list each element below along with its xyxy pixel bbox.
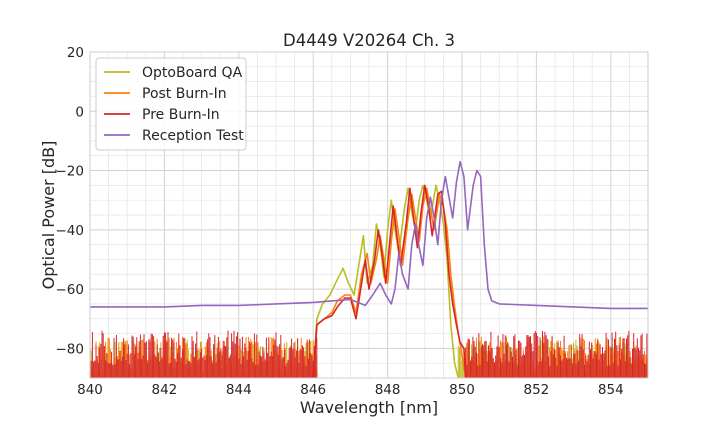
series-line <box>312 184 460 378</box>
legend-label: Pre Burn-In <box>142 107 220 123</box>
x-tick-label: 846 <box>300 382 326 398</box>
x-tick-label: 840 <box>77 382 103 398</box>
plot-area <box>89 51 649 379</box>
x-tick-label: 852 <box>524 382 550 398</box>
x-tick-label: 854 <box>598 382 624 398</box>
chart-title: D4449 V20264 Ch. 3 <box>283 31 455 50</box>
legend-label: Reception Test <box>142 128 244 144</box>
legend-label: OptoBoard QA <box>142 65 243 81</box>
series-reception-test <box>90 160 648 310</box>
x-tick-labels: 840 842 844 846 848 850 852 854 <box>77 382 624 398</box>
y-tick-label: 20 <box>67 45 84 61</box>
y-tick-label: −40 <box>56 223 85 239</box>
x-tick-label: 844 <box>226 382 252 398</box>
legend-box <box>95 57 247 151</box>
x-axis-label: Wavelength [nm] <box>300 398 438 417</box>
y-tick-label: −20 <box>56 164 85 180</box>
x-tick-label: 848 <box>375 382 401 398</box>
y-tick-label: −60 <box>56 282 85 298</box>
legend: OptoBoard QA Post Burn-In Pre Burn-In Recep… <box>95 57 247 151</box>
legend-label: Post Burn-In <box>142 86 227 102</box>
series-line <box>90 160 648 310</box>
series-line <box>312 184 467 378</box>
noise-floor <box>90 330 648 378</box>
y-tick-label: 0 <box>75 104 84 120</box>
y-tick-label: −80 <box>56 341 85 357</box>
series-pre-burn-in <box>90 184 648 378</box>
x-tick-label: 850 <box>449 382 475 398</box>
y-axis-label: Optical Power [dB] <box>39 141 58 290</box>
x-tick-label: 842 <box>152 382 178 398</box>
y-tick-labels: 20 0 −20 −40 −60 −80 <box>56 45 85 357</box>
series-layer <box>90 160 648 378</box>
